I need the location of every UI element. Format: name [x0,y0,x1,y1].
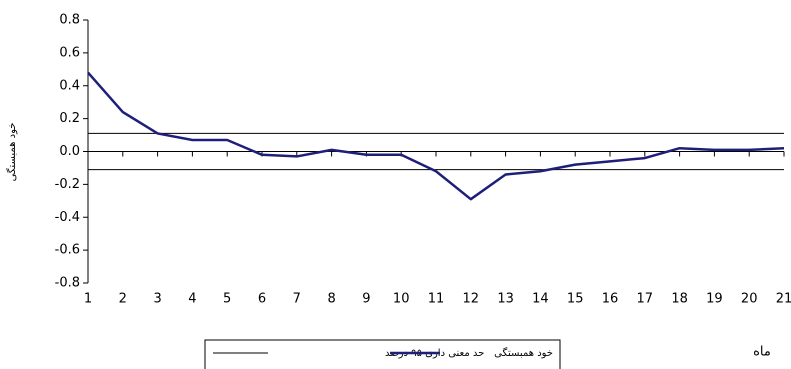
x-tick-label: 1 [84,292,92,307]
x-tick-label: 16 [602,292,619,307]
x-tick-label: 8 [327,292,335,307]
x-tick-label: 5 [223,292,231,307]
x-tick-label: 20 [741,292,758,307]
y-tick-label: -0.2 [55,177,80,192]
data-line [87,71,785,201]
x-tick-label: 4 [188,292,196,307]
x-tick-label: 6 [258,292,266,307]
x-tick-label: 10 [393,292,410,307]
y-tick-label: -0.8 [55,276,80,291]
x-tick-label: 21 [776,292,791,307]
legend-label: خود همبستگی [494,347,553,359]
x-tick-label: 18 [671,292,688,307]
x-tick-label: 13 [497,292,514,307]
y-tick-label: 0.6 [59,45,80,60]
y-axis-label: خود همبستگی [6,123,18,182]
x-tick-label: 15 [567,292,584,307]
x-axis-label: ماه [753,345,771,360]
x-tick-label: 12 [463,292,480,307]
y-tick-label: 0.0 [59,144,80,159]
x-tick-label: 2 [119,292,127,307]
y-tick-label: 0.2 [59,111,80,126]
y-tick-label: 0.8 [59,13,80,28]
y-tick-label: 0.4 [59,78,80,93]
y-tick-label: -0.4 [55,210,80,225]
x-tick-label: 19 [706,292,723,307]
x-tick-label: 3 [153,292,161,307]
x-tick-label: 11 [428,292,445,307]
x-tick-label: 7 [293,292,301,307]
legend-box [204,339,561,369]
y-tick-label: -0.6 [55,243,80,258]
x-tick-label: 14 [532,292,549,307]
x-tick-label: 17 [637,292,654,307]
x-tick-label: 9 [362,292,370,307]
